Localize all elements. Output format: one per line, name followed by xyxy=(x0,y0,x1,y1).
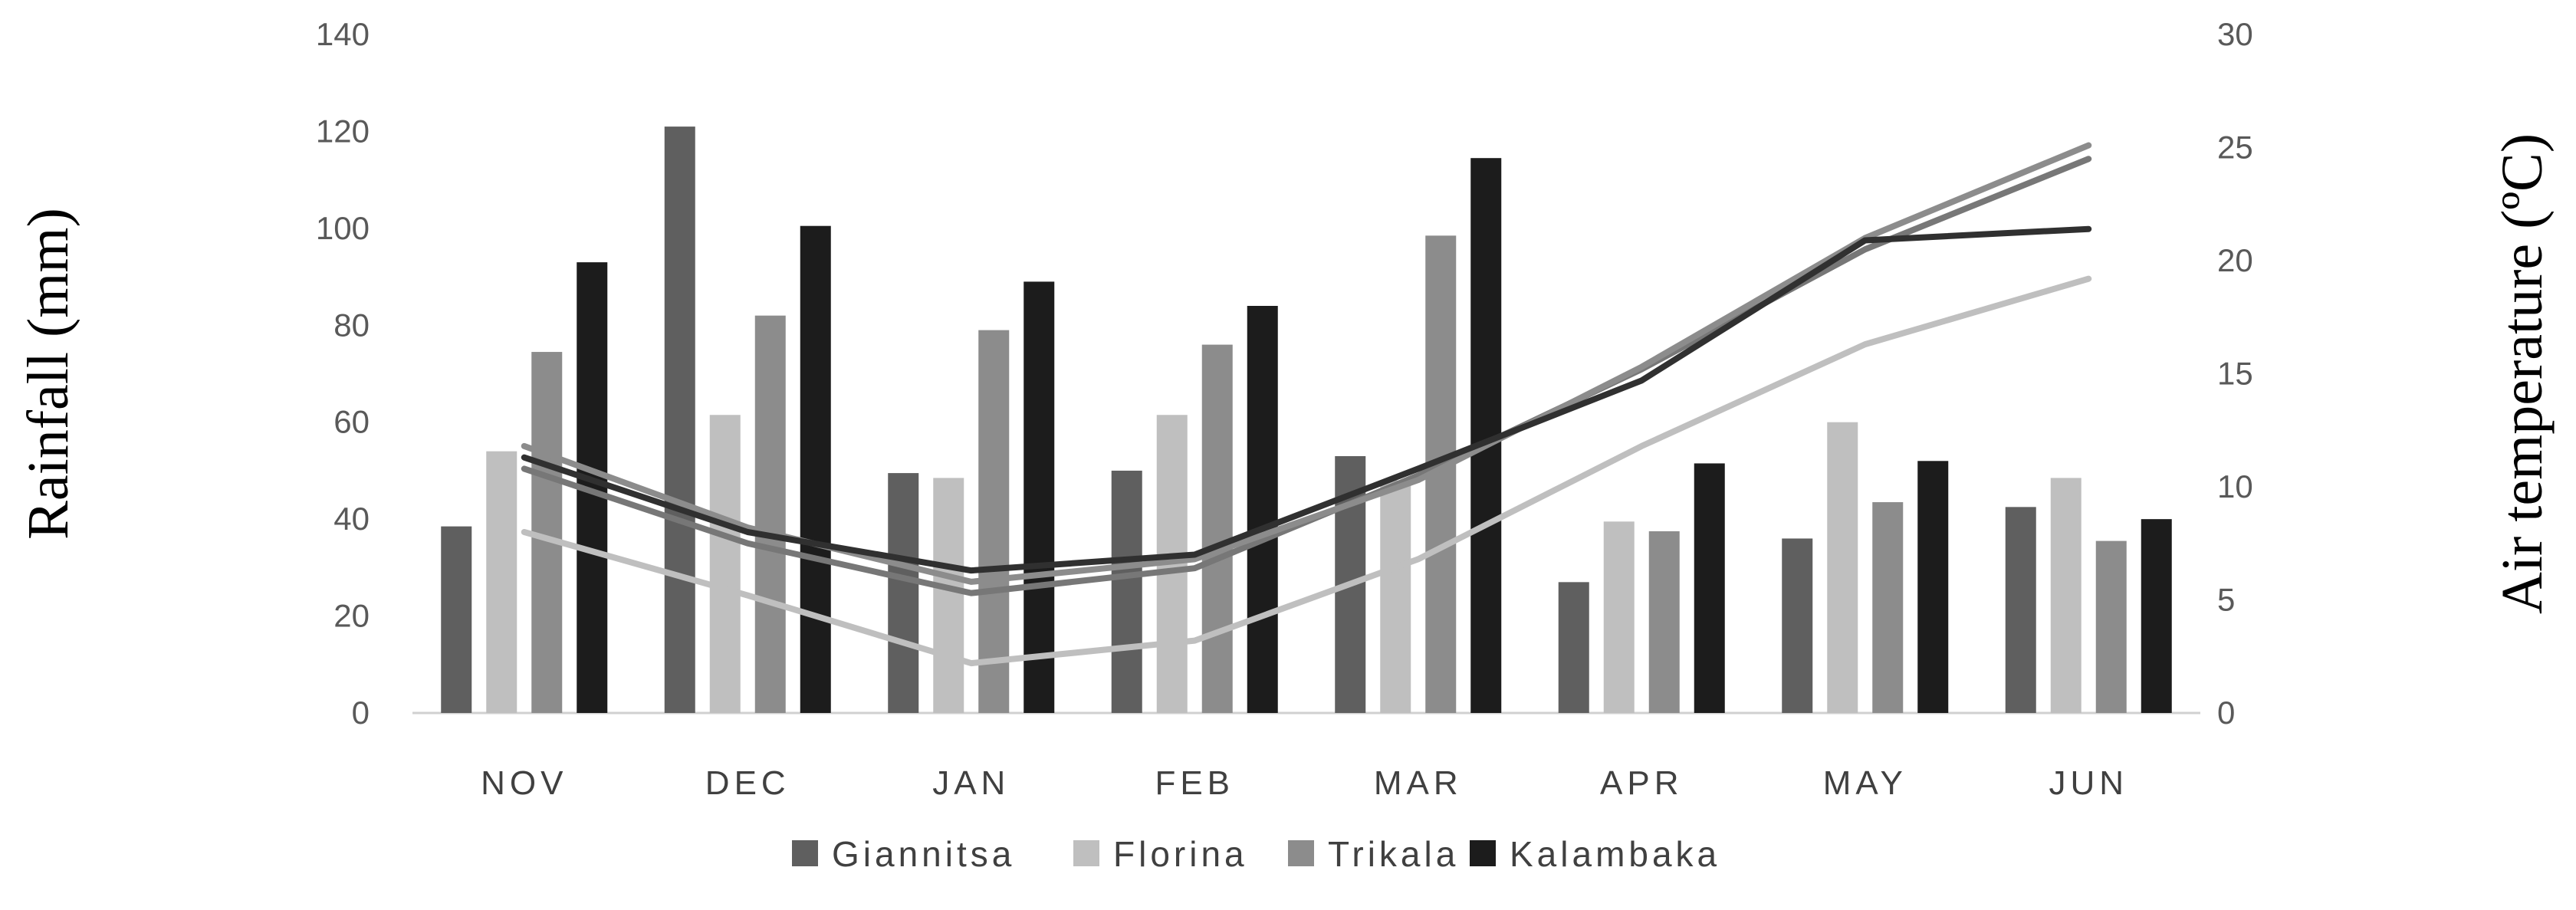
temperature-line-1 xyxy=(521,275,2092,667)
category-label: JUN xyxy=(2049,764,2128,802)
y-axis-title: Rainfall (mm) xyxy=(16,208,80,540)
left-tick-label: 140 xyxy=(316,16,370,52)
y2-axis-title-group: Air temperature (ºC) xyxy=(2490,133,2555,614)
bar-trikala xyxy=(2095,540,2127,713)
bar-kalambaka xyxy=(800,225,831,714)
legend-label: Florina xyxy=(1113,834,1248,874)
bar-florina xyxy=(1380,480,1411,713)
bar-florina xyxy=(1827,422,1858,713)
bar-giannitsa xyxy=(888,473,919,713)
right-tick-label: 15 xyxy=(2217,356,2253,392)
bar-giannitsa xyxy=(1558,582,1589,713)
bar-giannitsa xyxy=(1782,538,1813,713)
left-axis-ticks: 0 20 40 60 80 100 120 140 xyxy=(316,16,370,731)
bar-giannitsa xyxy=(441,526,472,713)
bar-kalambaka xyxy=(1247,306,1278,713)
legend-swatch xyxy=(1073,840,1099,866)
category-label: NOV xyxy=(481,764,567,802)
bar-trikala xyxy=(1201,344,1233,713)
bar-florina xyxy=(1603,521,1635,713)
bar-giannitsa xyxy=(1111,470,1142,713)
bar-giannitsa xyxy=(664,126,695,713)
legend-swatch xyxy=(1470,840,1496,866)
right-tick-label: 25 xyxy=(2217,130,2253,166)
category-labels: NOV DEC JAN FEB MAR APR MAY JUN xyxy=(481,764,2128,802)
left-tick-label: 0 xyxy=(352,695,370,731)
bar-kalambaka xyxy=(1024,281,1055,714)
left-tick-label: 80 xyxy=(334,307,370,343)
bar-series-group xyxy=(441,126,2172,714)
bar-giannitsa xyxy=(2005,507,2036,713)
bar-florina xyxy=(933,478,964,713)
left-tick-label: 60 xyxy=(334,404,370,440)
category-label: JAN xyxy=(932,764,1010,802)
bar-trikala xyxy=(978,330,1010,713)
temperature-line-4 xyxy=(521,225,2092,574)
category-label: MAR xyxy=(1374,764,1463,802)
bar-trikala xyxy=(1648,531,1680,713)
left-tick-label: 40 xyxy=(334,501,370,537)
right-tick-label: 30 xyxy=(2217,16,2253,52)
right-tick-label: 0 xyxy=(2217,695,2235,731)
right-tick-label: 5 xyxy=(2217,582,2235,618)
legend-swatch xyxy=(1288,840,1314,866)
bar-kalambaka xyxy=(2141,519,2172,713)
left-tick-label: 120 xyxy=(316,113,370,149)
right-tick-label: 10 xyxy=(2217,468,2253,504)
left-tick-label: 20 xyxy=(334,598,370,634)
bar-trikala xyxy=(1872,502,1904,713)
bar-florina xyxy=(709,415,741,713)
bar-florina xyxy=(486,451,518,713)
right-axis-ticks: 0 5 10 15 20 25 30 xyxy=(2217,16,2253,731)
bar-kalambaka xyxy=(1917,461,1949,713)
bar-trikala xyxy=(754,315,786,714)
category-label: MAY xyxy=(1823,764,1907,802)
left-tick-label: 100 xyxy=(316,210,370,246)
category-label: FEB xyxy=(1155,764,1234,802)
y-axis-title-group: Rainfall (mm) xyxy=(16,208,80,540)
bar-florina xyxy=(2050,478,2082,713)
legend-label: Kalambaka xyxy=(1510,834,1720,874)
legend: Giannitsa Florina Trikala Kalambaka xyxy=(792,834,1720,874)
temperature-lines-group xyxy=(521,142,2092,667)
category-label: DEC xyxy=(705,764,790,802)
bar-kalambaka xyxy=(1694,463,1725,713)
legend-label: Trikala xyxy=(1328,834,1459,874)
right-tick-label: 20 xyxy=(2217,242,2253,278)
legend-label: Giannitsa xyxy=(832,834,1015,874)
y2-axis-title: Air temperature (ºC) xyxy=(2490,133,2555,614)
category-label: APR xyxy=(1600,764,1683,802)
legend-swatch xyxy=(792,840,818,866)
